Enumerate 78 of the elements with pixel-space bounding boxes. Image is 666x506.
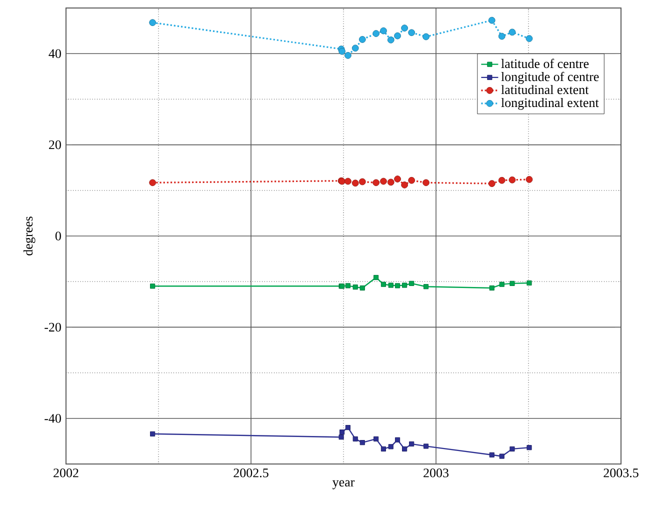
point xyxy=(401,24,408,32)
point xyxy=(150,431,156,436)
point xyxy=(345,424,350,430)
point xyxy=(499,282,504,287)
point xyxy=(352,44,359,52)
point xyxy=(510,446,515,452)
point xyxy=(394,176,401,182)
point xyxy=(150,284,156,289)
point xyxy=(338,434,344,440)
point xyxy=(409,441,414,446)
point xyxy=(489,285,494,291)
point xyxy=(352,436,358,442)
point xyxy=(380,446,386,452)
point xyxy=(508,28,516,36)
point xyxy=(394,32,401,40)
point xyxy=(498,32,506,40)
point xyxy=(360,285,365,291)
legend-label: latitude of centre xyxy=(501,58,589,68)
point xyxy=(409,280,414,286)
point xyxy=(372,30,380,37)
point xyxy=(358,36,366,43)
point xyxy=(489,452,494,458)
point xyxy=(352,180,359,187)
point xyxy=(423,284,429,290)
point xyxy=(526,280,532,286)
point xyxy=(394,283,400,288)
point xyxy=(488,16,496,24)
point xyxy=(423,444,429,449)
y-axis-title: degrees xyxy=(23,216,36,256)
point xyxy=(401,181,408,188)
x-tick-label: 2003 xyxy=(424,468,449,478)
point xyxy=(344,178,352,185)
legend-label: longitudinal extent xyxy=(501,98,599,110)
point xyxy=(508,176,516,184)
point xyxy=(374,274,379,280)
point xyxy=(422,179,430,186)
point xyxy=(408,29,416,36)
point xyxy=(149,179,156,186)
x-axis-title: year xyxy=(332,480,355,490)
point xyxy=(339,430,345,435)
y-tick-label: 40 xyxy=(48,49,61,58)
point xyxy=(345,283,350,288)
point xyxy=(352,284,358,290)
point xyxy=(387,178,394,186)
point xyxy=(344,52,352,59)
point xyxy=(338,48,346,55)
point xyxy=(388,282,394,288)
point xyxy=(499,454,504,459)
point xyxy=(388,444,394,450)
point xyxy=(374,436,379,442)
point xyxy=(510,280,515,286)
point xyxy=(402,282,408,288)
point xyxy=(149,19,156,26)
point xyxy=(380,27,387,34)
point xyxy=(526,445,532,450)
point xyxy=(380,282,386,287)
point xyxy=(394,437,400,442)
point xyxy=(360,440,365,446)
legend-label: latitudinal extent xyxy=(501,84,589,94)
point xyxy=(526,176,533,183)
x-tick-label: 2002.5 xyxy=(234,468,268,478)
point xyxy=(498,176,506,184)
point xyxy=(422,33,430,40)
y-tick-label: 20 xyxy=(49,140,61,150)
x-tick-label: 2003.5 xyxy=(604,468,638,478)
point xyxy=(387,36,394,44)
point xyxy=(408,176,416,184)
y-tick-label: -20 xyxy=(44,322,61,332)
legend-label: longitude of centre xyxy=(501,72,599,84)
y-tick-label: -40 xyxy=(44,414,61,423)
point xyxy=(358,178,366,186)
point xyxy=(402,446,408,452)
y-tick-label: 0 xyxy=(55,232,61,240)
point xyxy=(526,35,533,42)
point xyxy=(380,178,387,185)
x-tick-label: 2002 xyxy=(54,468,78,478)
point xyxy=(488,180,496,187)
point xyxy=(372,179,380,186)
